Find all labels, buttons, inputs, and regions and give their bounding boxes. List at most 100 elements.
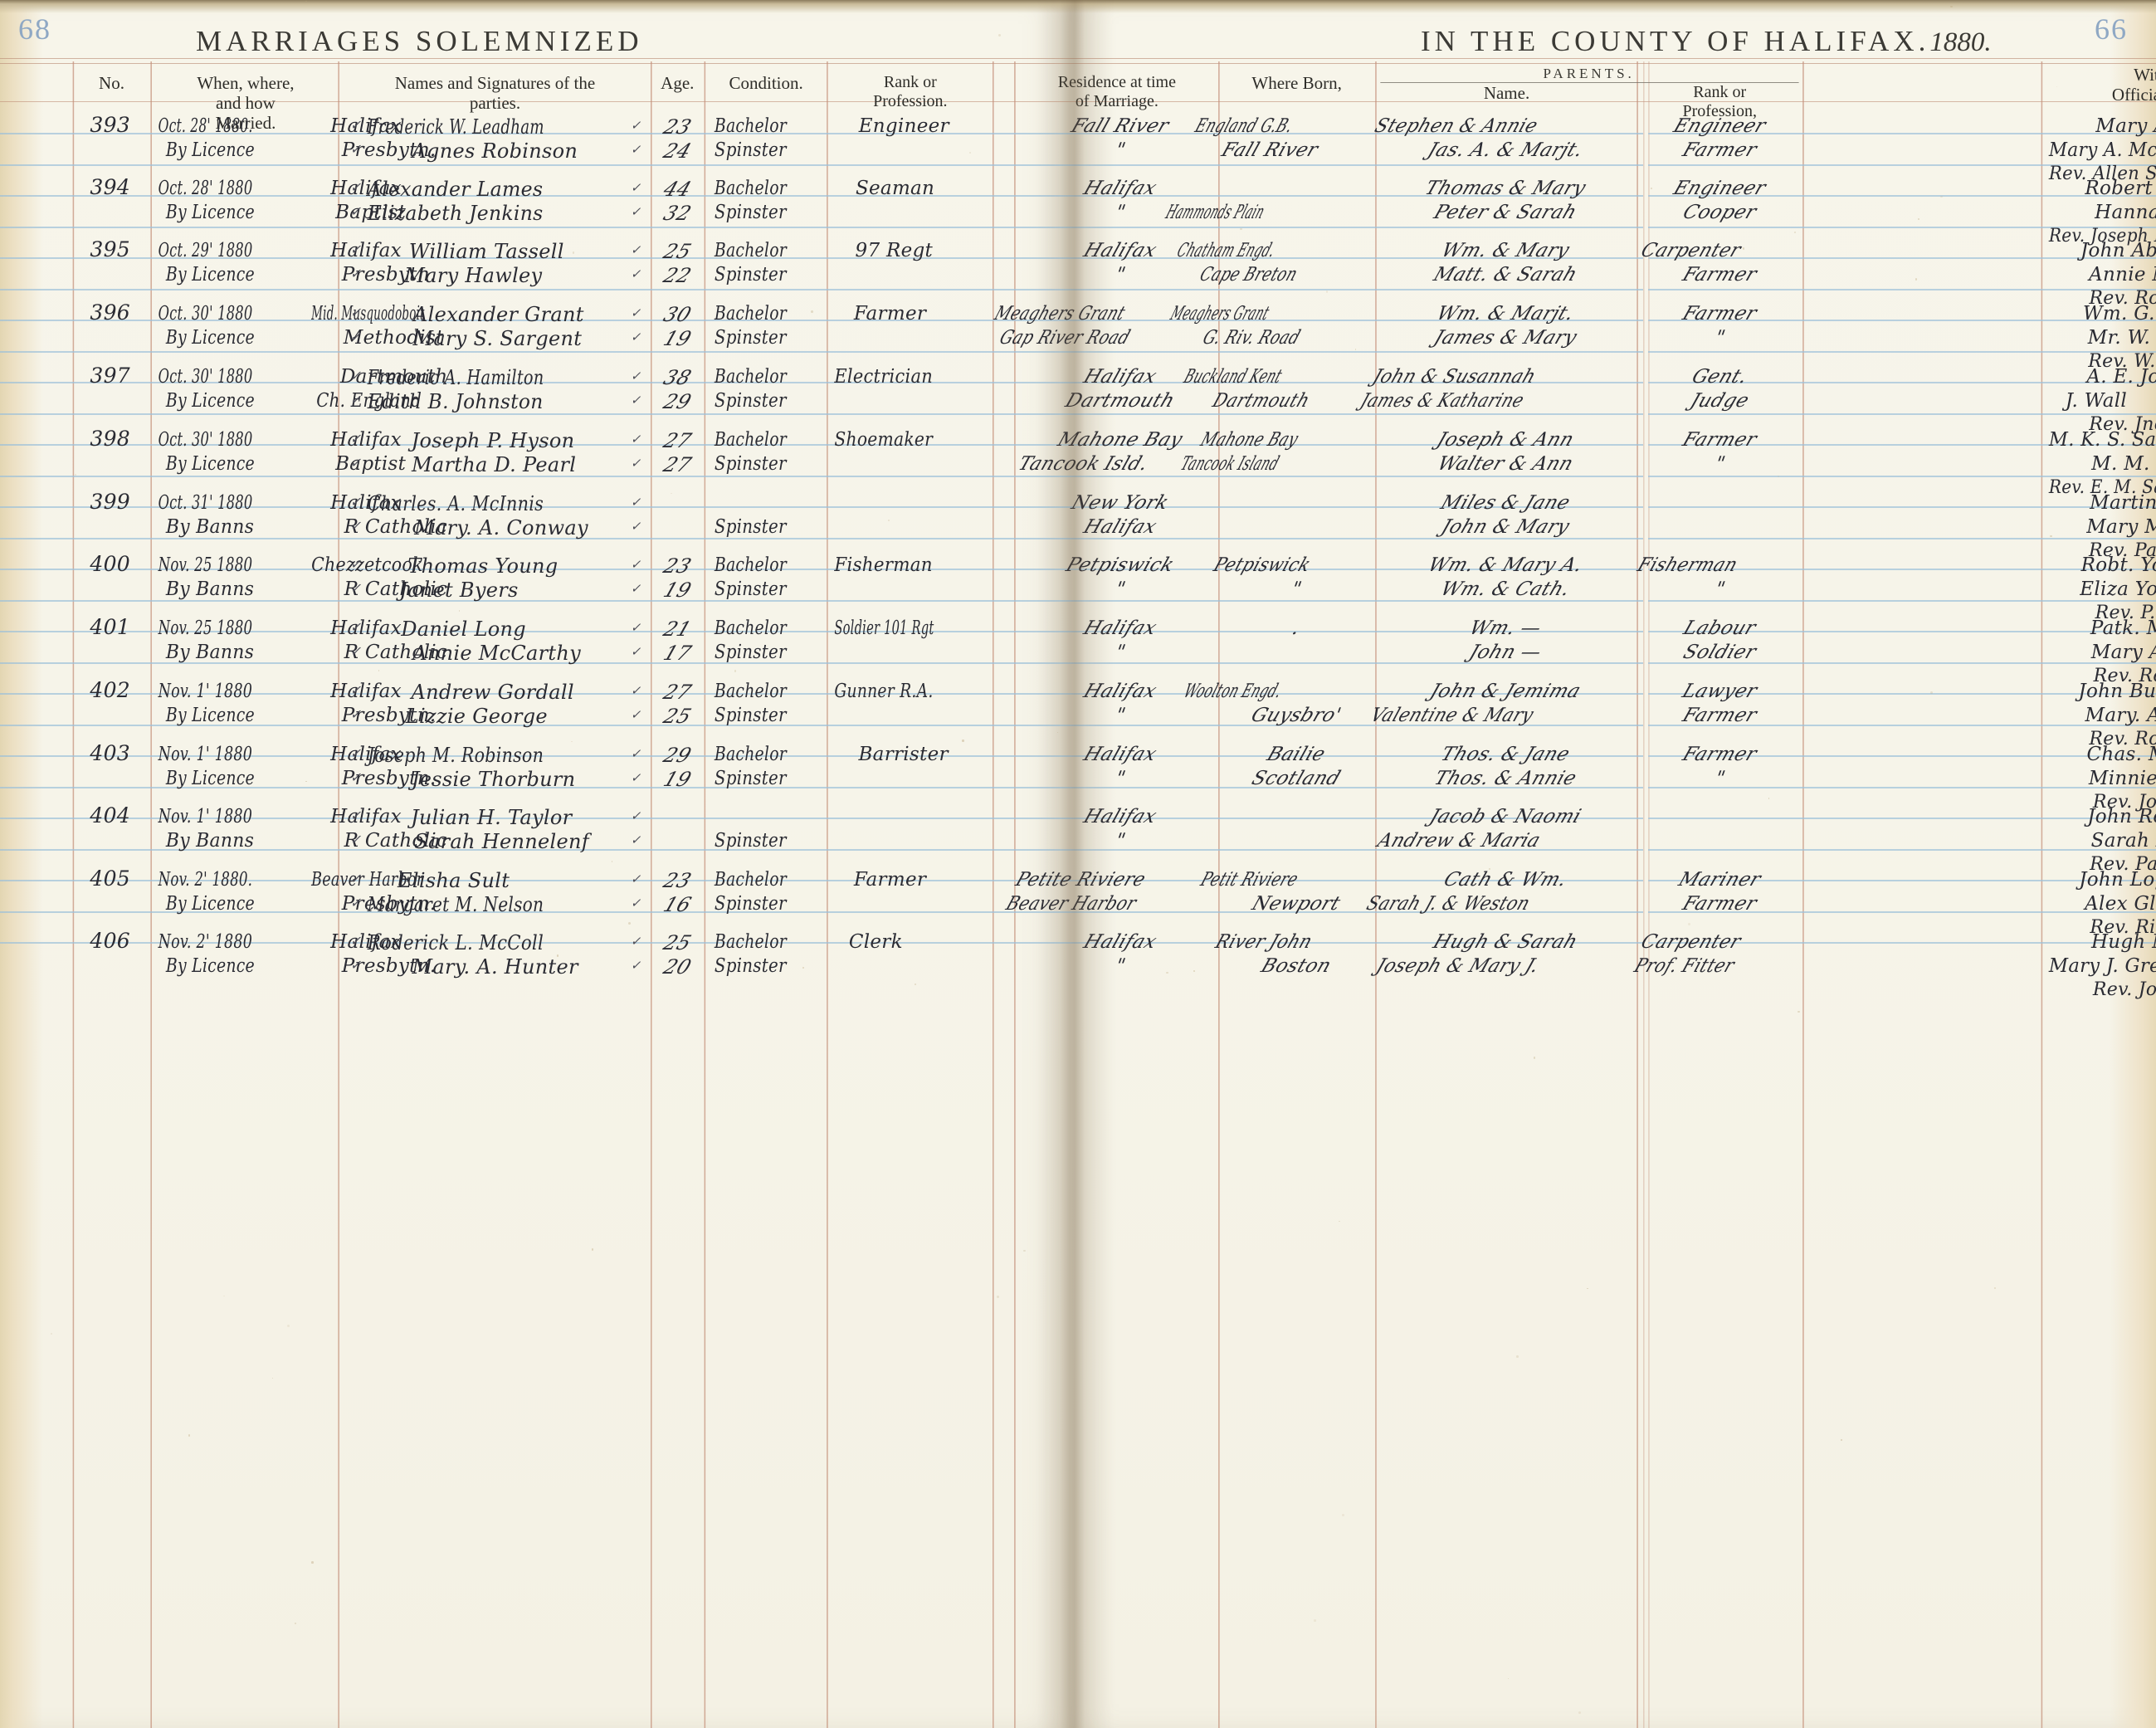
entry-parent-rank-bride: Prof. Fitter <box>1632 955 1738 977</box>
entry-bride-name: Lizzie George <box>406 705 548 728</box>
paper-speck <box>1023 1250 1026 1252</box>
entry-witness-2: Sarah Robinson <box>2091 830 2156 852</box>
paper-speck <box>2050 535 2051 537</box>
entry-age-groom: 23 <box>661 115 695 139</box>
entry-date: Oct. 29' 1880 <box>159 240 253 261</box>
entry-witness-2: M. M. Saunders <box>2091 453 2156 475</box>
entry-rank-groom: Clerk <box>849 931 903 953</box>
signature-tick: ✓ <box>350 203 361 219</box>
entry-birthplace-groom: River John <box>1212 931 1315 953</box>
entry-parents-bride: Walter & Ann <box>1435 453 1577 475</box>
entry-witness-2: Mary A. McKinnon <box>2049 139 2156 161</box>
entry-parent-rank-groom: Labour <box>1680 617 1758 639</box>
entry-condition-groom: Bachelor <box>715 617 787 639</box>
entry-parents-groom: Wm. & Marjt. <box>1434 303 1578 325</box>
column-header: No. <box>86 73 137 93</box>
entry-parents-bride: Peter & Sarah <box>1431 202 1579 223</box>
entry-residence-bride: " <box>1112 139 1129 161</box>
age-tick: ✓ <box>631 369 641 383</box>
entry-date: Nov. 1' 1880 <box>159 681 252 702</box>
entry-birthplace-bride: " <box>1288 578 1305 600</box>
entry-how-married: By Licence <box>166 893 255 915</box>
column-header-witnesses: Witnesses andOfficiating Minister. <box>2092 65 2156 105</box>
paper-speck <box>628 922 631 925</box>
entry-condition-bride: Spinster <box>715 139 787 161</box>
entry-residence-bride: Gap River Road <box>997 327 1133 349</box>
entry-condition-bride: Spinster <box>715 327 787 349</box>
entry-place: Halifax <box>330 806 402 827</box>
entry-witness-2: J. Wall <box>2066 390 2127 412</box>
paper-speck <box>1915 278 1917 280</box>
entry-how-married: By Licence <box>166 202 255 223</box>
entry-condition-bride: Spinster <box>715 955 787 977</box>
age-tick: ✓ <box>631 683 641 698</box>
entry-parent-rank-groom: Gent. <box>1689 366 1750 388</box>
signature-tick: ✓ <box>350 329 361 344</box>
signature-tick: ✓ <box>350 179 361 195</box>
entry-condition-groom: Bachelor <box>715 178 787 199</box>
entry-how-married: By Banns <box>166 516 254 538</box>
entry-number: 396 <box>90 300 130 325</box>
entry-parents-groom: Jacob & Naomi <box>1427 806 1583 827</box>
entry-witness-1: Patk. McCarthy <box>2090 617 2156 639</box>
age-tick: ✓ <box>631 620 641 635</box>
entry-age-bride: 20 <box>661 955 695 979</box>
age-tick: ✓ <box>631 707 641 722</box>
entry-parents-bride: John & Mary <box>1438 516 1573 538</box>
entry-age-bride: 19 <box>661 578 695 602</box>
entry-parents-groom: Joseph & Ann <box>1434 429 1577 451</box>
entry-date: Oct. 31' 1880 <box>159 492 253 514</box>
entry-witness-1: John Burns <box>2078 681 2156 702</box>
age-tick: ✓ <box>631 456 641 471</box>
entry-rank-groom: Electrician <box>834 366 933 388</box>
entry-witness-1: A. E. Johnston <box>2086 366 2156 388</box>
column-rule <box>1802 61 1804 1728</box>
age-tick: ✓ <box>631 266 641 281</box>
entry-age-groom: 44 <box>661 178 695 201</box>
entry-bride-name: Sarah Hennelenf <box>414 830 589 853</box>
entry-rank-groom: 97 Regt <box>856 240 934 261</box>
entry-parent-rank-groom: Farmer <box>1680 303 1760 325</box>
entry-residence-groom: Halifax <box>1080 931 1159 953</box>
age-tick: ✓ <box>631 142 641 157</box>
entry-parents-groom: John & Susannah <box>1370 366 1539 388</box>
column-header: Where Born, <box>1246 73 1347 93</box>
feint-line <box>0 227 1643 228</box>
entry-residence-bride: Halifax <box>1080 516 1159 538</box>
entry-bride-name: Janet Byers <box>399 578 518 602</box>
age-tick: ✓ <box>631 432 641 447</box>
entry-rank-groom: Engineer <box>859 115 949 137</box>
entry-rank-groom: Fisherman <box>834 554 932 576</box>
signature-tick: ✓ <box>350 745 361 761</box>
entry-number: 395 <box>90 237 130 261</box>
entry-number: 398 <box>90 427 130 451</box>
entry-parent-rank-groom: Engineer <box>1671 115 1768 137</box>
double-rule <box>0 58 2156 64</box>
feint-line <box>0 289 1643 290</box>
entry-rank-groom: Shoemaker <box>834 429 933 451</box>
entry-groom-name: Frederick W. Leadham <box>368 115 544 139</box>
entry-condition-groom: Bachelor <box>715 303 787 325</box>
entry-parent-rank-bride: Cooper <box>1680 202 1759 223</box>
entry-groom-name: Andrew Gordall <box>411 681 573 704</box>
entry-parents-bride: Sarah J. & Weston <box>1363 893 1533 915</box>
entry-condition-groom: Bachelor <box>715 744 787 765</box>
entry-condition-bride: Spinster <box>715 390 787 412</box>
entry-condition-bride: Spinster <box>715 453 787 475</box>
entry-parents-groom: Wm. — <box>1466 617 1544 639</box>
entry-groom-name: William Tassell <box>409 240 564 263</box>
entry-residence-groom: Meaghers Grant <box>992 303 1128 325</box>
age-tick: ✓ <box>631 934 641 949</box>
entry-witness-1: Robert Young <box>2085 178 2156 199</box>
entry-number: 402 <box>90 678 130 702</box>
entry-bride-name: Mary. A. Hunter <box>412 955 578 979</box>
entry-bride-name: Mary Hawley <box>404 264 542 287</box>
entry-parents-bride: Joseph & Mary J. <box>1373 955 1542 977</box>
entry-residence-bride: Dartmouth <box>1062 390 1178 412</box>
entry-age-bride: 29 <box>661 390 695 413</box>
entry-groom-name: Alexander Lames <box>368 178 544 201</box>
entry-parents-groom: John & Jemima <box>1427 681 1583 702</box>
entry-date: Oct. 28' 1880. <box>159 115 253 137</box>
entry-birthplace-bride: Dartmouth <box>1210 390 1313 412</box>
paper-speck <box>1314 1619 1316 1622</box>
